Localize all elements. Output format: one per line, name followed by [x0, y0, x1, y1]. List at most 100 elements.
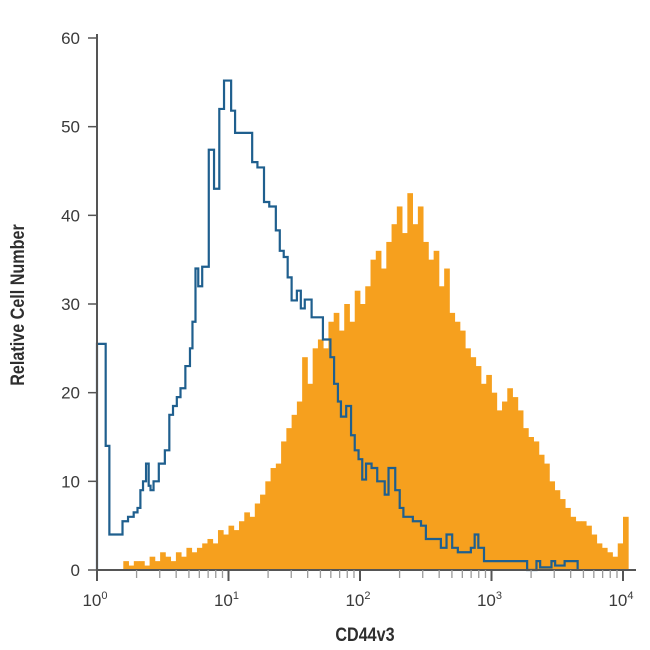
stained-bar — [344, 304, 350, 570]
stained-bar — [402, 233, 408, 571]
stained-bar — [312, 348, 319, 570]
stained-bar — [244, 512, 250, 570]
stained-bar — [349, 321, 356, 570]
stained-bar — [139, 561, 145, 570]
stained-bar — [365, 286, 371, 570]
y-tick-label: 40 — [61, 206, 80, 225]
stained-bar — [286, 428, 293, 570]
stained-bar — [381, 268, 387, 570]
stained-bar — [480, 383, 487, 570]
stained-bar — [554, 490, 561, 570]
stained-bar — [523, 428, 529, 570]
stained-bar — [154, 561, 161, 570]
stained-bar — [559, 499, 566, 570]
stained-bar — [580, 521, 587, 570]
stained-bar — [565, 507, 571, 570]
stained-bar — [254, 503, 261, 570]
stained-bar — [575, 521, 582, 570]
stained-bar — [591, 534, 598, 570]
stained-bar — [291, 414, 298, 570]
stained-bar — [191, 552, 198, 570]
stained-bar — [386, 241, 392, 570]
stained-bar — [296, 401, 303, 570]
stained-bar — [123, 561, 129, 570]
x-tick-label: 102 — [345, 590, 370, 610]
stained-bar — [165, 556, 172, 570]
stained-bar — [249, 516, 256, 570]
stained-bar — [617, 543, 624, 570]
stained-bar — [549, 481, 556, 570]
stained-bar — [133, 561, 140, 570]
stained-bar — [270, 468, 277, 570]
stained-bar — [612, 556, 619, 570]
stained-bar — [181, 556, 187, 570]
stained-bar — [444, 268, 450, 570]
stained-bar — [239, 521, 245, 570]
stained-bar — [354, 290, 361, 570]
x-axis-title: CD44v3 — [335, 624, 394, 646]
stained-bar — [144, 565, 150, 570]
stained-bar — [196, 547, 203, 570]
stained-series — [123, 193, 629, 571]
stained-bar — [449, 312, 456, 570]
stained-bar — [586, 525, 592, 570]
y-tick-label: 10 — [61, 472, 80, 491]
stained-bar — [423, 241, 429, 570]
stained-bar — [170, 561, 177, 570]
stained-bar — [233, 530, 240, 570]
stained-bar — [186, 547, 193, 570]
stained-bar — [307, 383, 314, 570]
stained-bar — [160, 552, 166, 570]
stained-bar — [465, 348, 471, 570]
stained-bar — [417, 206, 424, 570]
stained-bar — [333, 312, 340, 570]
y-tick-label: 20 — [61, 384, 80, 403]
stained-bar — [596, 543, 603, 570]
x-tick-label: 101 — [214, 590, 239, 610]
stained-bar — [528, 437, 534, 570]
stained-bar — [217, 530, 224, 570]
axes: 0 10 20 30 40 50 60 100 101 102 103 104 — [61, 29, 636, 610]
stained-bar — [533, 441, 540, 570]
stained-bar — [438, 286, 445, 570]
stained-bar — [128, 565, 135, 570]
stained-bar — [454, 321, 461, 570]
stained-bar — [302, 357, 308, 570]
stained-bar — [459, 330, 466, 570]
stained-bar — [412, 224, 419, 570]
control-series — [95, 79, 579, 572]
stained-bar — [517, 410, 524, 570]
stained-bar — [396, 206, 403, 570]
y-tick-label: 50 — [61, 118, 80, 137]
stained-bar — [338, 330, 345, 570]
stained-bar — [360, 304, 366, 570]
stained-bar — [323, 348, 329, 570]
stained-bar — [538, 454, 545, 570]
stained-bar — [212, 543, 219, 570]
stained-bar — [223, 534, 229, 570]
stained-bar — [507, 388, 513, 570]
stained-bar — [428, 259, 435, 570]
stained-bar — [370, 259, 377, 570]
stained-bar — [149, 556, 156, 570]
x-tick-label: 104 — [608, 590, 633, 610]
stained-bar — [317, 339, 324, 570]
stained-bar — [544, 463, 550, 570]
stained-bar — [623, 516, 629, 570]
y-axis-title: Relative Cell Number — [7, 224, 29, 386]
stained-bar — [601, 547, 608, 570]
y-tick-label: 30 — [61, 295, 80, 314]
stained-bar — [407, 193, 413, 570]
y-tick-label: 60 — [61, 29, 80, 48]
stained-bar — [375, 250, 382, 571]
stained-bar — [496, 410, 503, 570]
stained-bar — [512, 397, 519, 570]
stained-bar — [570, 516, 577, 570]
stained-bar — [391, 224, 398, 570]
stained-bar — [470, 357, 477, 570]
stained-bar — [260, 494, 266, 570]
stained-bar — [202, 543, 208, 570]
stained-bar — [207, 538, 214, 570]
